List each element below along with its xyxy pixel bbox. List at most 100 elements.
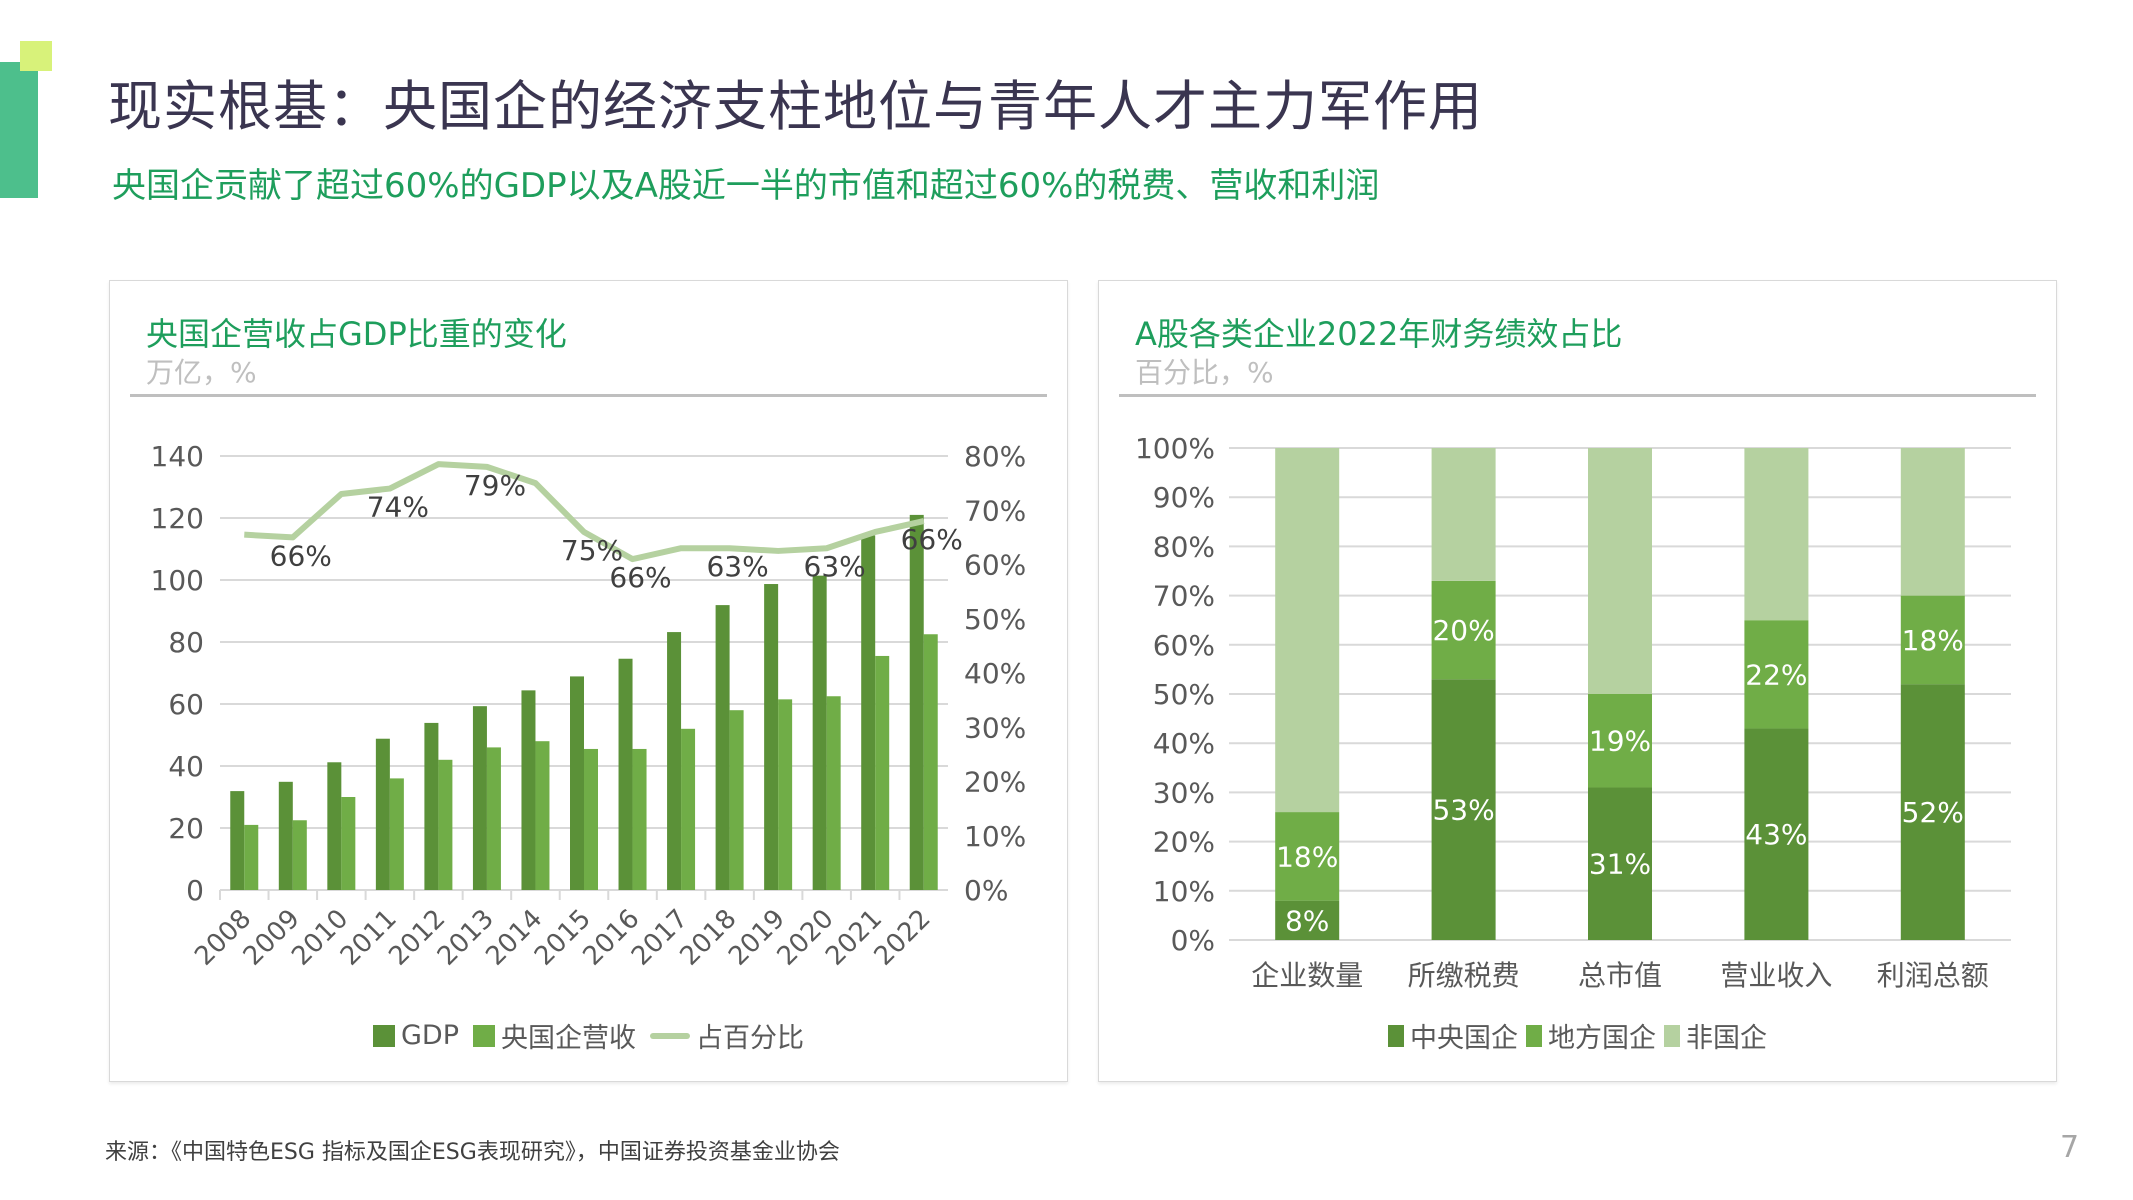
bar-gdp <box>521 690 536 890</box>
bar-segment <box>1588 448 1652 694</box>
data-label: 52% <box>1902 796 1964 829</box>
bar-gdp <box>424 722 439 890</box>
x-tick-label: 所缴税费 <box>1408 959 1520 992</box>
y2-tick-label: 70% <box>964 494 1026 527</box>
divider <box>130 394 1047 397</box>
y2-tick-label: 0% <box>964 874 1008 907</box>
bar-gdp <box>327 762 342 890</box>
bar-revenue <box>341 797 356 890</box>
legend-label: 地方国企 <box>1548 1023 1656 1054</box>
x-tick-label: 2017 <box>626 904 694 972</box>
bar-gdp <box>278 781 293 890</box>
x-tick-label: 2013 <box>432 904 500 972</box>
accent-bar <box>0 62 38 198</box>
bar-segment <box>1900 684 1965 940</box>
bar-revenue <box>923 634 938 890</box>
chart-unit: 百分比，% <box>1135 356 1274 389</box>
x-tick-label: 2018 <box>675 904 743 972</box>
chart-title: A股各类企业2022年财务绩效占比 <box>1135 315 1623 353</box>
gdp-ratio-chart-card: 央国企营收占GDP比重的变化 万亿，% 0 20 40 60 80 100 120 140 0%… <box>109 280 1068 1082</box>
data-label: 8% <box>1285 904 1329 937</box>
bar-gdp <box>570 676 584 890</box>
data-label: 66% <box>270 539 332 572</box>
data-label: 53% <box>1432 794 1494 827</box>
source-note: 来源：《中国特色ESG 指标及国企ESG表现研究》，中国证券投资基金业协会 <box>105 1140 840 1165</box>
legend-swatch <box>650 1032 690 1039</box>
bar-gdp <box>375 738 390 890</box>
data-label: 18% <box>1902 624 1964 657</box>
y2-tick-label: 40% <box>964 657 1026 690</box>
bar-revenue <box>778 699 793 890</box>
x-tick-label: 2020 <box>772 904 840 972</box>
bar-segment <box>1744 620 1809 729</box>
x-tick-label: 2008 <box>189 904 257 972</box>
legend-label: 中央国企 <box>1410 1023 1518 1054</box>
y-tick-label: 20% <box>1153 826 1215 859</box>
combo-chart: 0 20 40 60 80 100 120 140 0% 10% 20% 30% 40% 50% 60% 70… <box>151 440 1027 972</box>
y-tick-label: 20 <box>168 812 204 845</box>
data-label: 66% <box>901 523 963 556</box>
bar-segment <box>1275 812 1340 901</box>
chart-title: 央国企营收占GDP比重的变化 <box>146 315 567 353</box>
bar-revenue <box>535 741 550 890</box>
legend-swatch <box>1388 1024 1404 1047</box>
y-tick-label: 50% <box>1153 678 1215 711</box>
bar-segment <box>1744 728 1809 940</box>
legend-label: 央国企营收 <box>501 1023 636 1054</box>
x-tick-label: 2022 <box>869 904 937 972</box>
page-title: 现实根基：央国企的经济支柱地位与青年人才主力军作用 <box>108 75 1483 138</box>
bar-gdp <box>909 514 924 890</box>
chart-unit: 万亿，% <box>146 356 257 389</box>
bar-revenue <box>486 747 501 890</box>
y-tick-label: 80 <box>168 626 204 659</box>
data-label: 19% <box>1589 725 1651 758</box>
legend-item-central-soe: 中央国企 <box>1388 1016 1518 1055</box>
bar-segment <box>1431 448 1496 581</box>
data-label: 66% <box>609 561 671 594</box>
chart-legend: GDP 央国企营收 占百分比 <box>110 1016 1067 1055</box>
data-label: 63% <box>804 550 866 583</box>
x-tick-label: 2021 <box>820 904 888 972</box>
page-number: 7 <box>2060 1130 2080 1165</box>
y-tick-label: 100% <box>1135 432 1215 465</box>
x-tick-label: 企业数量 <box>1251 959 1363 992</box>
legend-swatch <box>473 1024 495 1047</box>
data-label: 43% <box>1745 818 1807 851</box>
page-subtitle: 央国企贡献了超过60%的GDP以及A股近一半的市值和超过60%的税费、营收和利润 <box>112 166 1380 206</box>
data-label: 75% <box>561 534 623 567</box>
y-tick-label: 140 <box>151 440 204 473</box>
bar-gdp <box>812 575 827 890</box>
x-tick-label: 2009 <box>238 904 306 972</box>
y2-tick-label: 20% <box>964 766 1026 799</box>
legend-label: GDP <box>401 1020 459 1051</box>
legend-label: 非国企 <box>1686 1023 1767 1054</box>
y2-tick-label: 60% <box>964 549 1026 582</box>
x-tick-label: 2019 <box>723 904 791 972</box>
bar-revenue <box>632 748 647 890</box>
y-tick-label: 120 <box>151 502 204 535</box>
bar-segment <box>1275 448 1340 813</box>
bar-revenue <box>729 710 744 890</box>
bar-revenue <box>244 824 259 890</box>
bar-revenue <box>875 655 890 890</box>
y-tick-label: 100 <box>151 564 204 597</box>
bar-revenue <box>681 728 696 890</box>
y-tick-label: 90% <box>1153 481 1215 514</box>
bar-segment <box>1744 448 1809 621</box>
bar-gdp <box>764 584 779 890</box>
x-tick-label: 利润总额 <box>1877 959 1989 992</box>
y-tick-label: 10% <box>1153 875 1215 908</box>
data-label: 22% <box>1745 658 1807 691</box>
y-tick-label: 0 <box>186 874 204 907</box>
data-label: 63% <box>706 550 768 583</box>
legend-swatch <box>373 1024 395 1047</box>
x-tick-label: 2012 <box>383 904 451 972</box>
legend-item-percent: 占百分比 <box>650 1016 804 1055</box>
bar-gdp <box>715 605 730 890</box>
bar-revenue <box>438 759 453 890</box>
x-tick-label: 总市值 <box>1578 959 1662 992</box>
x-tick-label: 2011 <box>335 904 403 972</box>
divider <box>1119 394 2036 397</box>
legend-item-local-soe: 地方国企 <box>1526 1016 1656 1055</box>
stacked-bar-chart: 0% 10% 20% 30% 40% 50% 60% 70% 80% 90% 100% 8% 18% 企业… <box>1135 432 2011 992</box>
